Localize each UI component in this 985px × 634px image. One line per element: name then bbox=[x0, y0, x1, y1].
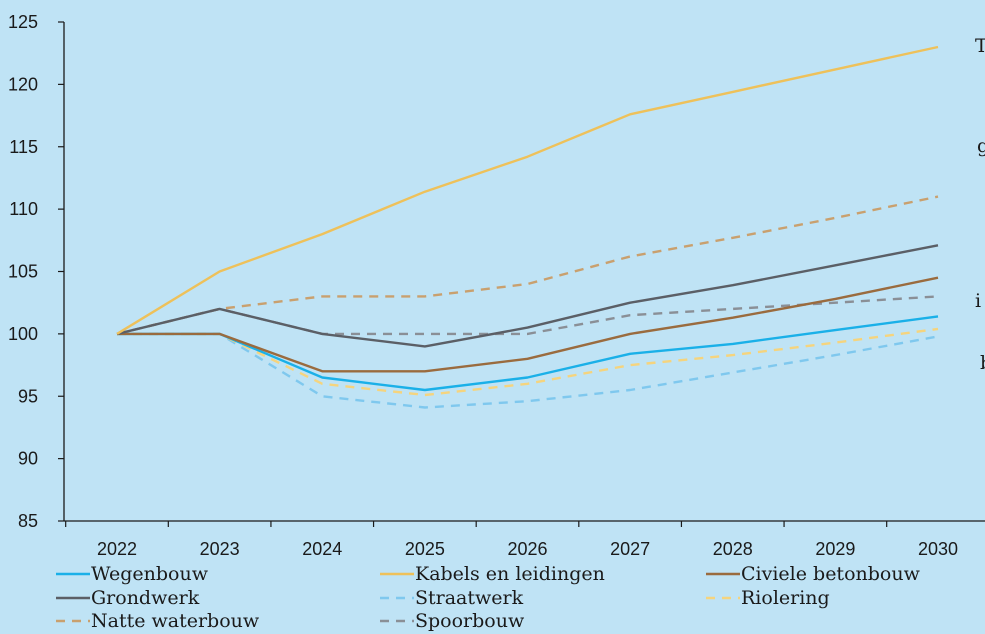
series-lines bbox=[116, 45, 939, 409]
legend-label: Spoorbouw bbox=[415, 610, 525, 632]
axes: 85 90 95 100 105 110 115 120 125 2022 2023 2024 2025… bbox=[8, 12, 985, 559]
y-tick-label: 100 bbox=[8, 324, 38, 344]
legend-label: Civiele betonbouw bbox=[741, 563, 921, 585]
legend-label: Riolering bbox=[741, 587, 830, 609]
legend-label: Kabels en leidingen bbox=[415, 563, 605, 585]
series-line-wegenbouw bbox=[117, 315, 939, 392]
x-tick-label: 2026 bbox=[507, 539, 547, 559]
cut-off-text-fragment: T bbox=[975, 35, 985, 57]
y-tick-label: 120 bbox=[8, 74, 38, 94]
legend-label: Grondwerk bbox=[91, 587, 200, 609]
x-tick-label: 2030 bbox=[918, 539, 958, 559]
legend-label: Natte waterbouw bbox=[91, 610, 260, 632]
x-tick-label: 2024 bbox=[302, 539, 342, 559]
x-tick-label: 2029 bbox=[815, 539, 855, 559]
series-line-kabels-en-leidingen bbox=[116, 45, 939, 335]
cut-off-side-text: Tg i b bbox=[975, 35, 985, 374]
y-tick-label: 115 bbox=[9, 137, 38, 157]
cut-off-text-fragment: b bbox=[980, 352, 985, 374]
cut-off-text-fragment: i bbox=[975, 290, 981, 312]
series-line-riolering bbox=[117, 327, 939, 397]
y-tick-label: 95 bbox=[18, 386, 38, 406]
legend: Wegenbouw Kabels en leidingen Civiele beto… bbox=[56, 563, 921, 632]
legend-label: Straatwerk bbox=[415, 587, 524, 609]
cut-off-text-fragment: g bbox=[977, 135, 985, 157]
y-tick-label: 90 bbox=[18, 449, 38, 469]
x-tick-label: 2028 bbox=[713, 539, 753, 559]
x-tick-label: 2023 bbox=[200, 539, 240, 559]
x-tick-label: 2027 bbox=[610, 539, 650, 559]
series-line-grondwerk bbox=[116, 244, 939, 348]
y-tick-label: 125 bbox=[8, 12, 38, 32]
x-tick-label: 2025 bbox=[405, 539, 445, 559]
x-tick-label: 2022 bbox=[97, 539, 137, 559]
y-tick-label: 110 bbox=[9, 199, 38, 219]
series-line-natte-waterbouw bbox=[116, 195, 939, 336]
series-line-civiele-betonbouw bbox=[117, 276, 939, 373]
y-tick-label: 105 bbox=[8, 262, 38, 282]
y-tick-label: 85 bbox=[18, 511, 38, 531]
series-line-straatwerk bbox=[117, 332, 939, 409]
legend-label: Wegenbouw bbox=[91, 563, 209, 585]
